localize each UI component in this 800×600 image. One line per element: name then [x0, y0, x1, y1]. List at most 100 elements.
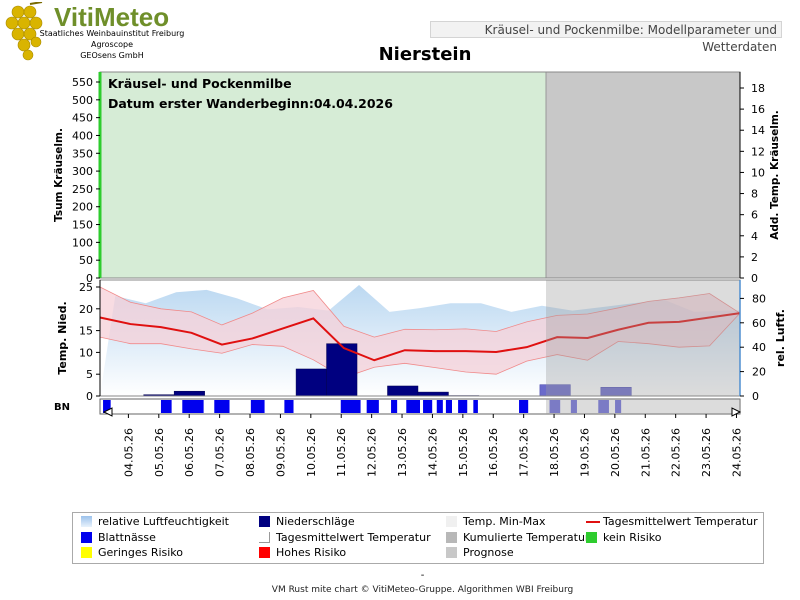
legend-swatch [259, 532, 270, 543]
x-tick-label: 11.05.26 [335, 428, 348, 477]
bottom-left-tick-label: 0 [86, 390, 93, 403]
legend-swatch [586, 532, 597, 543]
legend-label: Geringes Risiko [98, 546, 184, 559]
legend-swatch [81, 516, 92, 527]
bn-blattnaesse-segment [473, 400, 478, 413]
legend-label: Tagesmittelwert Temperatur [276, 531, 431, 544]
x-tick-label: 22.05.26 [670, 428, 683, 477]
chart-area: 0501001502002503003504004505005500246810… [53, 71, 787, 477]
top-left-tick-label: 50 [79, 254, 93, 267]
top-right-tick-label: 14 [751, 124, 765, 137]
legend-swatch [259, 547, 270, 558]
risk-zone-kein-risiko [100, 72, 546, 278]
top-right-tick-label: 10 [751, 166, 765, 179]
vitimeteo-logo: VitiMeteo Staatliches Weinbauinstitut Fr… [4, 2, 194, 62]
header-info-box: Kräusel- und Pockenmilbe: Modellparamete… [430, 21, 782, 54]
legend-label: Temp. Min-Max [463, 515, 546, 528]
series-temp-max-line [99, 286, 741, 338]
legend-swatch [586, 521, 600, 523]
top-left-tick-label: 100 [72, 236, 93, 249]
footer-credit: VM Rust mite chart © VitiMeteo-Gruppe. A… [271, 585, 574, 595]
x-tick-label: 13.05.26 [396, 428, 409, 477]
bn-blattnaesse-segment [519, 400, 529, 413]
legend-label: Hohes Risiko [276, 546, 347, 559]
bn-row-label: BN [54, 402, 70, 413]
bn-blattnaesse-segment [423, 400, 433, 413]
top-ylabel-left: Tsum Kräuselm. [53, 128, 65, 222]
forecast-zone-bn [546, 399, 740, 414]
bn-blattnaesse-segment [458, 400, 468, 413]
x-tick-label: 10.05.26 [305, 428, 318, 477]
legend-swatch [81, 547, 92, 558]
top-left-tick-label: 300 [72, 165, 93, 178]
top-left-tick-label: 200 [72, 201, 93, 214]
footer-dash: - [420, 570, 425, 581]
legend-label: relative Luftfeuchtigkeit [98, 515, 229, 528]
top-left-tick-label: 500 [72, 94, 93, 107]
bar-niederschlag [173, 390, 205, 397]
top-right-tick-label: 16 [751, 103, 765, 116]
bar-niederschlag [417, 391, 449, 397]
x-tick-label: 07.05.26 [214, 428, 227, 477]
forecast-zone-bottom [546, 280, 740, 396]
x-tick-label: 21.05.26 [639, 428, 652, 477]
legend-swatch [81, 532, 92, 543]
x-tick-label: 16.05.26 [487, 428, 500, 477]
bottom-ylabel-right: rel. Luftf. [774, 309, 787, 367]
top-left-tick-label: 550 [72, 76, 93, 89]
top-left-tick-label: 350 [72, 147, 93, 160]
top-right-tick-label: 12 [751, 145, 765, 158]
series-temp-min-line [99, 312, 741, 379]
bn-blattnaesse-segment [570, 400, 577, 413]
bn-blattnaesse-segment [445, 400, 452, 413]
top-left-tick-label: 400 [72, 129, 93, 142]
x-tick-label: 08.05.26 [244, 428, 257, 477]
bottom-ylabel-left: Temp. Nied. [56, 301, 69, 374]
x-tick-label: 18.05.26 [548, 428, 561, 477]
legend-label: Blattnässe [98, 531, 156, 544]
bottom-left-tick-label: 20 [79, 303, 93, 316]
bn-blattnaesse-segment [182, 400, 204, 413]
legend-swatch [446, 516, 457, 527]
page-title: Nierstein [378, 44, 472, 65]
top-right-tick-label: 2 [751, 251, 758, 264]
bar-niederschlag [295, 368, 327, 397]
x-tick-label: 15.05.26 [457, 428, 470, 477]
top-right-tick-label: 8 [751, 188, 758, 201]
bar-niederschlag [326, 343, 358, 397]
bottom-left-tick-label: 5 [86, 368, 93, 381]
top-left-tick-label: 150 [72, 219, 93, 232]
x-tick-label: 24.05.26 [730, 428, 743, 477]
logo-line-3: GEOsens GmbH [80, 51, 144, 60]
top-right-tick-label: 4 [751, 230, 758, 243]
bottom-left-tick-label: 15 [79, 325, 93, 338]
x-tick-label: 23.05.26 [700, 428, 713, 477]
bottom-left-tick-label: 25 [79, 281, 93, 294]
grape-logo-icon [5, 2, 43, 61]
bn-blattnaesse-segment [406, 400, 420, 413]
chart-legend: relative Luftfeuchtigkeit Niederschläge Te… [72, 512, 764, 564]
legend-swatch [446, 547, 457, 558]
bn-blattnaesse-segment [250, 400, 265, 413]
x-tick-label: 20.05.26 [609, 428, 622, 477]
legend-label: Niederschläge [276, 515, 355, 528]
bn-blattnaesse-segment [214, 400, 230, 413]
top-right-tick-label: 0 [751, 272, 758, 285]
bn-blattnaesse-segment [615, 400, 622, 413]
bn-blattnaesse-segment [284, 400, 294, 413]
top-annotation-title: Kräusel- und Pockenmilbe [108, 76, 292, 91]
top-annotation-date: Datum erster Wanderbeginn:04.04.2026 [108, 96, 393, 111]
bottom-right-tick-label: 60 [752, 317, 766, 330]
legend-label: Kumulierte Temperatur [463, 531, 590, 544]
bn-blattnaesse-segment [598, 400, 609, 413]
x-tick-label: 14.05.26 [426, 428, 439, 477]
bar-niederschlag [387, 385, 419, 397]
x-tick-label: 04.05.26 [122, 428, 135, 477]
logo-title: VitiMeteo [54, 2, 170, 32]
legend-swatch [259, 516, 270, 527]
bottom-left-tick-label: 10 [79, 346, 93, 359]
x-tick-label: 12.05.26 [366, 428, 379, 477]
x-tick-label: 05.05.26 [153, 428, 166, 477]
top-ylabel-right: Add. Temp. Kräuselm. [769, 110, 781, 240]
scroll-left-arrow-icon [102, 407, 113, 417]
